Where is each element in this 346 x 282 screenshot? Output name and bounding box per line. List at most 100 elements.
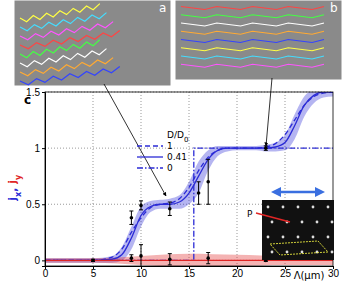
inset-dot [327,206,330,209]
x-tick-label: 0 [43,268,49,279]
error-cap [206,252,210,253]
data-point [130,256,134,260]
error-cap [197,181,201,182]
plot-frame [45,92,333,266]
y-tick-mark [42,204,45,205]
drive-arrow [276,191,320,194]
x-tick: 5 [91,266,97,279]
data-point [139,204,143,208]
series-line [45,148,333,260]
y-tick-mark [42,92,45,93]
trajectory [20,58,113,76]
y-title-sub: y [14,174,23,180]
panel-label: a [159,1,166,15]
grid-line-x [189,92,190,266]
grid-line-y [45,260,333,261]
error-cap [139,200,143,201]
trajectory [181,7,324,10]
legend-swatch [137,145,163,146]
photo-bg [14,0,171,86]
grid [45,92,333,266]
inset-bg [262,200,334,260]
inset-dot [316,221,319,224]
inset-dot [267,206,270,209]
x-tick: 20 [232,266,244,279]
grid-line-x [237,92,238,266]
grid-line-x [93,92,94,266]
series-line [45,92,333,260]
data-point [130,216,134,220]
inset-marker [256,213,290,222]
trajectory [20,67,120,85]
y-axis-title: jx, jy [6,174,23,202]
x-tick-label: 25 [280,268,292,279]
y-axis: 00.511.5 [26,87,45,267]
trajectory [20,49,106,67]
x-tick: 15 [184,266,196,279]
chart-root: ab05101520253000.511.5Λ(μm)jx, jycPD/D01… [0,0,346,282]
trajectory [181,31,324,34]
plot-bg [45,92,333,266]
legend-title-sub: 0 [184,136,188,144]
error-cap [197,204,201,205]
inset-dot [301,251,304,254]
trajectory [181,23,324,26]
trajectory [20,22,113,40]
trajectory [20,13,106,31]
legend: D/D010.410 [137,130,188,173]
x-tick-label: 20 [232,268,244,279]
x-tick-label: 5 [91,268,97,279]
inset: P [247,192,334,260]
figure: ab05101520253000.511.5Λ(μm)jx, jycPD/D01… [0,0,346,282]
data-point [197,191,201,195]
y-tick-label: 1 [34,143,40,154]
photo-panel: a [14,0,171,86]
pointer-arrow [266,78,272,146]
uncertainty-band [45,92,333,263]
inset-dot [331,221,334,224]
x-tick-label: 10 [136,268,148,279]
data-point [168,207,172,211]
inset-dot [327,236,330,239]
x-tick: 30 [328,266,340,279]
error-cap [168,253,172,254]
photo-panel: b [175,0,342,80]
data-point [139,254,143,258]
annotation: P [247,209,253,219]
data-point [206,180,210,184]
inset-dot [297,206,300,209]
y-axis-line [42,93,46,267]
inset-dot [271,221,274,224]
inset-dot [331,251,334,254]
error-cap [129,254,133,255]
trajectory [181,48,324,51]
y-tick-mark [42,148,45,149]
inset-dot [297,236,300,239]
grid-line-x [141,92,142,266]
data-point [206,256,210,260]
y-tick: 1 [34,143,45,154]
photo-bg [175,0,342,80]
x-tick: 10 [136,266,148,279]
series-line [45,92,333,260]
inset-dot [267,236,270,239]
x-tick: 25 [280,266,292,279]
error-cap [168,215,172,216]
inset-dot [286,251,289,254]
error-cap [129,210,133,211]
legend-label: 0 [167,163,173,173]
y-tick-label: 0.5 [26,199,40,210]
data-point [168,257,172,261]
trajectory [20,31,120,49]
error-cap [139,244,143,245]
x-tick-label: 30 [328,268,340,279]
error-cap [139,209,143,210]
inset-dot [271,251,274,254]
legend-swatch [137,156,163,157]
x-tick-label: 15 [184,268,196,279]
error-cap [206,263,210,264]
y-tick-label: 0 [34,255,40,266]
marks [45,92,333,266]
data-point [91,259,95,263]
trajectory [181,64,324,67]
